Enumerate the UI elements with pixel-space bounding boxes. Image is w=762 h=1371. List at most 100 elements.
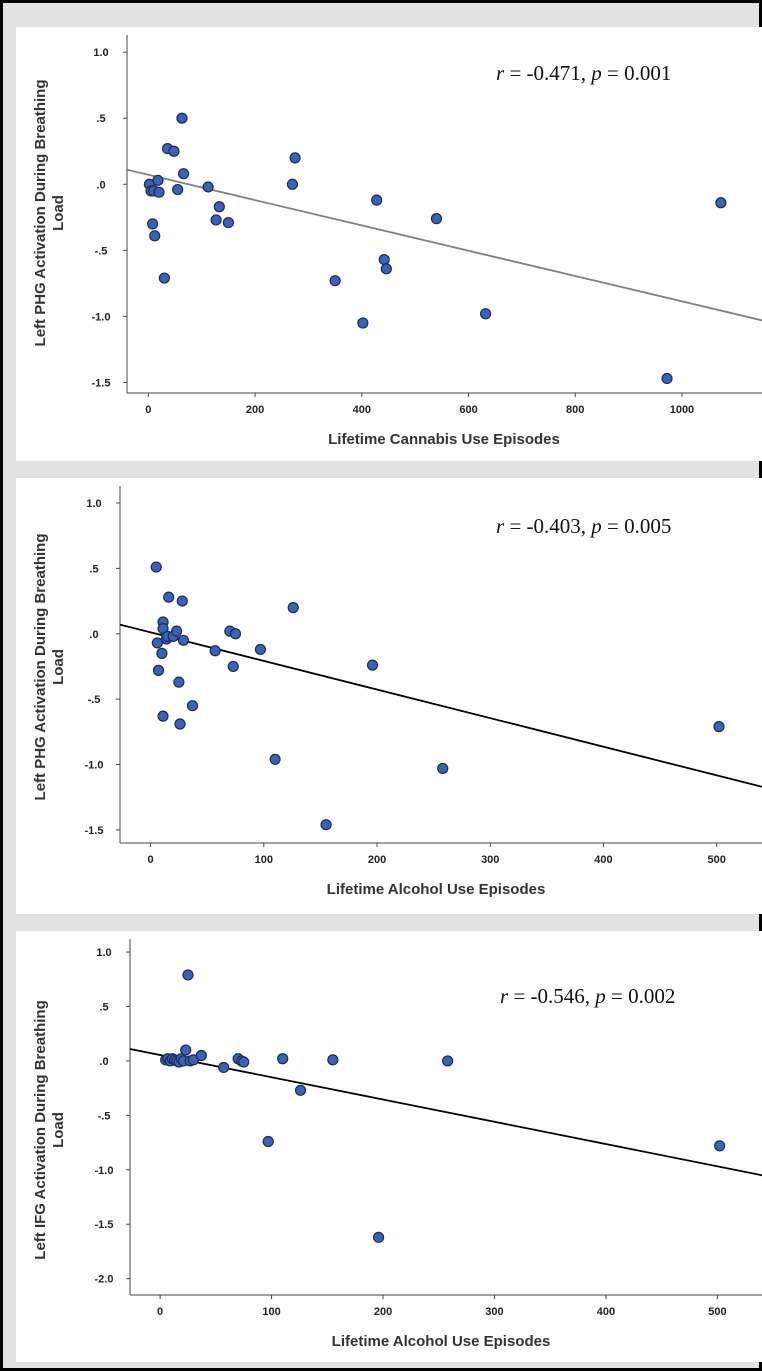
panel-3-y-tick-label: 1.0: [96, 947, 111, 959]
panel-2-annotation: r = -0.403, p = 0.005: [496, 514, 671, 538]
panel-3-data-point: [195, 1049, 207, 1062]
panel-3-data-point: [327, 1054, 339, 1066]
panel-2-y-tick-label: -1.0: [85, 760, 104, 772]
panel-3-data-point: [182, 969, 194, 981]
panel-2-plot-area: [16, 478, 762, 914]
panel-1-x-tick-label: 600: [459, 404, 477, 416]
panel-1-data-point: [177, 168, 190, 180]
panel-3-y-tick-label: -1.5: [95, 1219, 114, 1231]
panel-1-x-tick-label: 400: [353, 404, 371, 416]
panel-2-data-point: [254, 643, 267, 656]
panel-3-x-tick-label: 300: [485, 1306, 503, 1318]
panel-1-data-point: [380, 263, 392, 275]
panel-3-data-point: [277, 1053, 289, 1065]
panel-1-y-axis-title-line-1: Left PHG Activation During Breathing: [32, 80, 49, 347]
panel-3-data-point: [714, 1140, 726, 1152]
panel-3-data-point: [262, 1135, 274, 1148]
panel-1-data-point: [371, 194, 383, 206]
panel-1-marks: 0 200 400 600 800 1000 1.0 .5 .0 -.5 -1.0 -1.5: [92, 47, 762, 416]
panel-3-plot-area: [16, 931, 762, 1362]
panel-2-y-tick-label: 1.0: [86, 498, 101, 510]
panel-2-data-point: [227, 660, 239, 673]
panel-1-data-point: [357, 317, 369, 329]
panel-2-x-tick-label: 500: [708, 854, 726, 866]
panel-1-data-point: [202, 181, 214, 193]
panel-1-data-point: [172, 183, 184, 196]
panel-2-x-tick-label: 300: [481, 854, 499, 866]
panel-3-x-axis-title: Lifetime Alcohol Use Episodes: [332, 1333, 551, 1350]
panel-1-data-point: [378, 253, 390, 266]
panel-1-y-axis-title-line-2: Load: [50, 195, 67, 231]
panel-2-data-point: [176, 595, 188, 607]
panel-2-y-axis-title-line-2: Load: [50, 649, 67, 685]
panel-2-data-point: [151, 637, 163, 649]
panel-1-data-point: [479, 308, 492, 320]
panel-3-annotation: r = -0.546, p = 0.002: [500, 984, 675, 1008]
panel-1-data-point: [152, 174, 164, 186]
panel-2-y-tick-label: -.5: [88, 694, 101, 706]
panel-2: 0 100 200 300 400 500 1.0 .5 .0 -.5 -1.0 -1.5 r = -…: [16, 478, 762, 914]
panel-3-data-point: [294, 1084, 307, 1096]
panel-1-y-tick-label: -1.0: [92, 311, 111, 323]
panel-1-data-point: [213, 201, 225, 213]
panel-3-data-point: [372, 1231, 385, 1243]
panel-3-marks: 0 100 200 300 400 500 1.0 .5 .0 -.5 -1.0 -1.5 -2.0: [95, 947, 762, 1318]
panel-3-y-tick-label: .0: [99, 1056, 108, 1068]
panel-1-data-point: [176, 112, 188, 124]
panel-1-x-axis-title: Lifetime Cannabis Use Episodes: [328, 431, 560, 448]
panel-1-y-tick-label: -1.5: [92, 377, 111, 389]
panel-1-x-tick-label: 200: [246, 404, 264, 416]
panel-3-y-axis-title-line-1: Left IFG Activation During Breathing: [32, 1000, 49, 1259]
panel-3-y-axis-title-line-2: Load: [50, 1112, 67, 1148]
panel-1-y-tick-label: -.5: [95, 245, 108, 257]
panel-2-fit-line: [119, 623, 762, 788]
panel-2-data-point: [152, 664, 165, 676]
panel-3-y-tick-label: -1.0: [95, 1165, 114, 1177]
panel-2-y-axis-title-line-1: Left PHG Activation During Breathing: [32, 534, 49, 801]
panel-1-y-tick-label: 1.0: [93, 47, 108, 59]
panel-1-data-point: [329, 275, 341, 287]
panel-3-x-tick-label: 100: [262, 1306, 280, 1318]
panel-1-annotation: r = -0.471, p = 0.001: [496, 61, 671, 85]
panel-1-data-point: [210, 214, 222, 226]
panel-1-x-tick-label: 0: [145, 404, 151, 416]
panel-3: 0 100 200 300 400 500 1.0 .5 .0 -.5 -1.0 -1.5 -2.0 r…: [16, 931, 762, 1362]
panel-2-y-tick-label: -1.5: [85, 825, 104, 837]
panel-3-data-point: [238, 1056, 250, 1068]
panel-1-x-tick-label: 800: [566, 404, 584, 416]
panel-2-data-point: [366, 659, 379, 671]
panel-1-plot-area: [16, 27, 762, 461]
panel-3-x-tick-label: 0: [157, 1306, 163, 1318]
panel-1-data-point: [147, 218, 159, 230]
panel-2-marks: 0 100 200 300 400 500 1.0 .5 .0 -.5 -1.0 -1.5: [85, 498, 762, 866]
panel-1: 0 200 400 600 800 1000 1.0 .5 .0 -.5 -1.0 -1.5 r = …: [16, 27, 762, 461]
panel-3-data-point: [442, 1055, 454, 1067]
panel-2-data-point: [229, 628, 242, 640]
panel-2-data-point: [320, 819, 332, 831]
panel-2-data-point: [163, 591, 175, 603]
panel-3-x-tick-label: 400: [597, 1306, 615, 1318]
panel-3-y-tick-label: -2.0: [95, 1274, 114, 1286]
panel-3-y-tick-label: -.5: [98, 1110, 111, 1122]
panel-1-fit-line: [126, 168, 762, 322]
panel-3-y-tick-label: .5: [99, 1001, 108, 1013]
panel-1-data-point: [715, 197, 727, 209]
panel-1-data-point: [153, 186, 165, 198]
panel-3-x-tick-label: 500: [708, 1306, 726, 1318]
panel-2-x-tick-label: 100: [255, 854, 273, 866]
panel-2-data-point: [150, 561, 162, 573]
panel-2-data-point: [173, 676, 185, 688]
panel-1-data-point: [289, 152, 301, 164]
panel-1-x-tick-label: 1000: [670, 404, 694, 416]
panel-2-data-point: [269, 753, 281, 765]
panel-2-data-point: [713, 721, 725, 733]
panel-2-data-point: [171, 625, 183, 637]
panel-2-data-point: [437, 762, 449, 775]
panel-1-data-point: [430, 213, 443, 225]
panel-2-data-point: [157, 710, 169, 722]
panel-1-data-point: [168, 145, 180, 157]
panel-1-data-point: [158, 272, 170, 284]
panel-1-data-point: [149, 230, 161, 242]
panel-1-data-point: [222, 216, 234, 229]
